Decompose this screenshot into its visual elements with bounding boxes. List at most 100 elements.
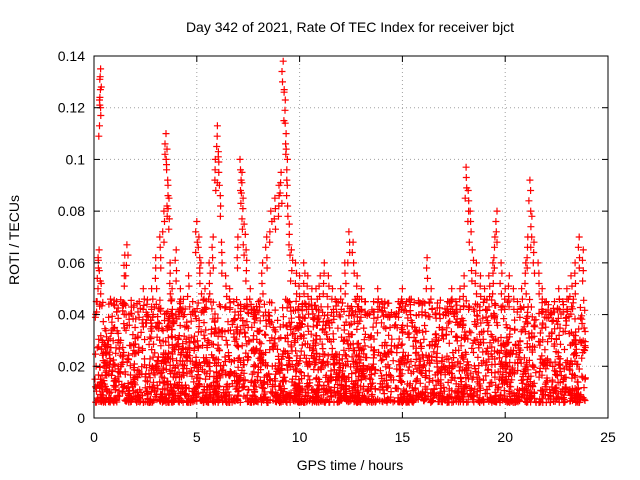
data-point [484,366,492,374]
data-point [242,246,250,254]
data-point [525,356,533,364]
data-point [571,269,579,277]
data-point [530,249,538,256]
data-point [414,395,422,403]
data-point [164,308,172,316]
data-point [346,305,354,312]
data-point [168,305,176,313]
data-point [374,313,382,321]
data-point [502,321,510,329]
data-point [223,383,231,391]
data-point [315,282,323,290]
data-point [172,374,180,382]
data-point [165,225,173,233]
data-point [173,357,181,365]
data-point [367,332,375,340]
data-point [122,272,130,280]
data-point [418,389,426,397]
data-point [185,392,193,400]
data-point [398,357,406,365]
data-point [121,300,129,308]
data-point [477,293,485,300]
data-point [193,392,201,400]
data-point [146,374,154,382]
data-point [419,362,427,370]
data-point [439,332,447,340]
data-point [197,362,205,370]
data-point [325,336,333,343]
data-point [502,378,510,386]
data-point [122,261,130,269]
data-point [425,378,433,386]
data-point [551,340,558,348]
data-point [535,280,543,287]
data-point [285,230,293,238]
data-point [434,378,442,385]
data-point [249,392,257,400]
data-point [477,272,484,280]
data-point [300,351,308,359]
data-point [225,295,233,303]
data-point [518,379,526,387]
data-point [242,277,250,285]
data-point [239,194,247,202]
data-point [208,340,216,348]
data-point [186,368,194,376]
data-point [540,391,548,399]
data-point [567,341,574,349]
data-point [281,119,289,127]
data-point [222,303,230,311]
data-point [563,285,571,293]
data-point [412,338,420,346]
data-point [279,78,286,86]
data-point [462,163,470,171]
data-point [245,309,252,317]
data-point [579,256,586,264]
data-point [498,358,506,366]
data-point [538,305,546,313]
data-point [208,305,216,313]
data-point [164,205,172,213]
data-point [191,344,198,352]
data-point [119,307,127,315]
data-point [287,277,295,285]
data-point [384,361,392,369]
data-point [259,290,267,298]
data-point [355,353,363,361]
data-point [117,296,125,304]
data-point [187,317,195,325]
data-point [423,254,431,262]
data-point [374,329,381,337]
data-point [233,254,241,262]
data-point [410,334,418,341]
data-point [95,246,103,254]
data-point [98,336,106,344]
data-point [199,341,207,349]
data-point [106,389,113,397]
data-point [382,311,390,319]
data-point [436,367,444,375]
data-point [260,300,268,308]
data-point [296,313,304,321]
data-point [416,339,424,347]
data-point [213,369,221,376]
data-point [472,269,480,277]
data-point [523,375,531,383]
data-point [492,218,500,225]
data-point [454,387,462,395]
data-point [479,348,487,356]
data-point [260,396,268,404]
data-point [544,395,552,403]
data-point [226,326,234,334]
data-point [283,166,291,174]
data-point [496,368,504,376]
data-point [237,199,245,207]
data-point [147,335,155,343]
data-point [538,324,546,332]
data-point [172,246,180,254]
data-point [103,333,110,341]
data-point [215,181,223,189]
data-point [240,251,248,259]
data-point [324,388,332,396]
data-point [210,373,218,380]
